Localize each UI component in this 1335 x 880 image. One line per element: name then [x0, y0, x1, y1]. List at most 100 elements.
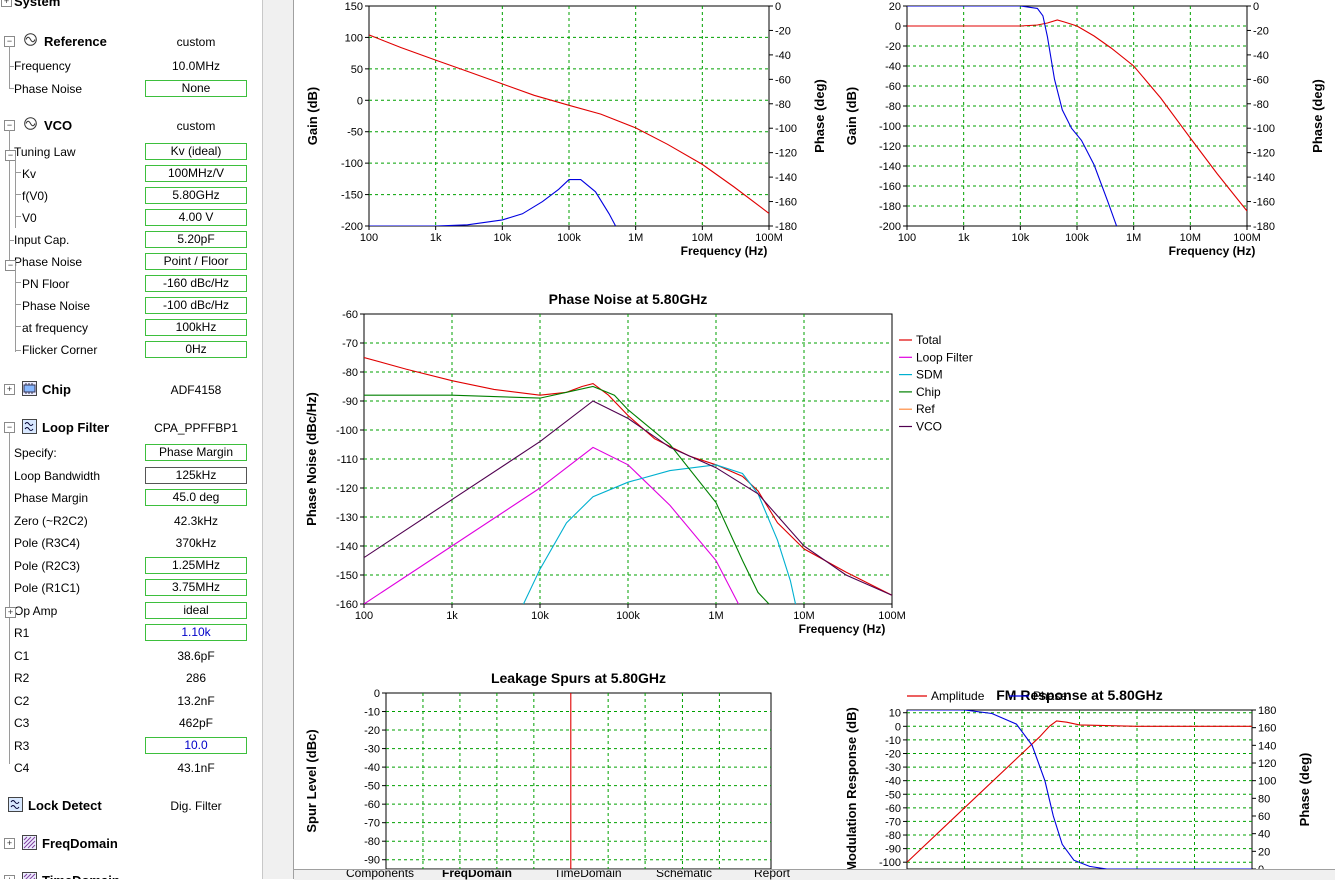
tree-line: [15, 304, 21, 305]
loop-filter-row[interactable]: Zero (~R2C2) 42.3kHz: [0, 511, 262, 531]
y-tick-label: 0: [374, 688, 380, 700]
vco-row[interactable]: Phase Noise -100 dBc/Hz: [0, 296, 262, 316]
time-domain-expander[interactable]: +: [4, 875, 15, 879]
loop-filter-row[interactable]: R3 10.0: [0, 736, 262, 756]
vco-row[interactable]: V0 4.00 V: [0, 208, 262, 228]
row-value[interactable]: 100kHz: [145, 319, 247, 336]
tab-components[interactable]: Components: [346, 869, 415, 880]
vco-row[interactable]: f(V0) 5.80GHz: [0, 186, 262, 206]
y-tick-label: -120: [879, 141, 901, 153]
y-tick-label: -90: [885, 844, 901, 856]
loop-filter-row[interactable]: R2 286: [0, 668, 262, 688]
tree-line: [9, 46, 10, 88]
y-axis-label: Phase Noise (dBc/Hz): [304, 392, 319, 526]
row-value[interactable]: 3.75MHz: [145, 579, 247, 596]
row-label: Zero (~R2C2): [14, 513, 88, 528]
vco-row[interactable]: Kv 100MHz/V: [0, 164, 262, 184]
panel-splitter[interactable]: [262, 0, 294, 879]
freq-domain-expander[interactable]: +: [4, 838, 15, 849]
y2-tick-label: 0: [775, 1, 781, 13]
y-tick-label: 0: [895, 721, 901, 733]
row-value[interactable]: 1.25MHz: [145, 556, 247, 574]
y-tick-label: -90: [364, 855, 380, 867]
vco-row[interactable]: Tuning Law Kv (ideal): [0, 142, 262, 162]
op-amp-expander[interactable]: +: [5, 607, 16, 618]
tab-freqdomain[interactable]: FreqDomain: [442, 869, 513, 880]
row-value[interactable]: 4.00 V: [145, 209, 247, 226]
loop-filter-row[interactable]: Pole (R1C1) 3.75MHz: [0, 578, 262, 598]
row-label: Phase Noise: [14, 82, 83, 96]
vco-row[interactable]: Phase Noise Point / Floor: [0, 252, 262, 272]
loop-filter-row[interactable]: C1 38.6pF: [0, 646, 262, 666]
row-value: 10.0MHz: [171, 59, 221, 73]
row-value: CPA_PPFFBP1: [154, 421, 238, 435]
loop-filter-row[interactable]: Pole (R2C3) 1.25MHz: [0, 556, 262, 576]
row-value[interactable]: 125kHz: [145, 466, 247, 484]
tuning-law-expander[interactable]: −: [5, 150, 16, 161]
vco-phase-noise-expander[interactable]: −: [5, 260, 16, 271]
loop-filter-row[interactable]: Op Amp ideal: [0, 601, 262, 621]
y-tick-label: -200: [341, 221, 363, 233]
legend-entry: Phase: [1033, 689, 1067, 703]
row-value[interactable]: 0Hz: [145, 341, 247, 358]
row-value[interactable]: 1.10k: [145, 624, 247, 641]
reference-row[interactable]: Phase Noise None: [0, 79, 262, 99]
row-label: R1: [14, 626, 30, 640]
tree-group-lock-detect: Lock Detect Dig. Filter: [0, 796, 262, 816]
y2-tick-label: 100: [1258, 776, 1276, 788]
y-tick-label: -160: [336, 599, 358, 611]
series-line-amplitude: [907, 720, 1252, 863]
row-value[interactable]: -160 dBc/Hz: [145, 275, 247, 292]
loop-filter-row[interactable]: R1 1.10k: [0, 623, 262, 643]
row-value[interactable]: 5.80GHz: [145, 187, 247, 204]
vco-row[interactable]: at frequency 100kHz: [0, 318, 262, 338]
x-tick-label: 1M: [1126, 232, 1141, 244]
y-tick-label: 100: [345, 32, 363, 44]
tab-schematic[interactable]: Schematic: [656, 869, 713, 880]
row-value[interactable]: 100MHz/V: [145, 165, 247, 182]
chip-expander[interactable]: +: [4, 384, 15, 395]
row-value[interactable]: Kv (ideal): [145, 143, 247, 160]
row-value[interactable]: 10.0: [145, 736, 247, 754]
row-label: Chip: [42, 382, 71, 397]
vco-row[interactable]: Input Cap. 5.20pF: [0, 230, 262, 250]
vco-row[interactable]: Flicker Corner 0Hz: [0, 340, 262, 360]
y2-tick-label: -20: [1253, 25, 1269, 37]
tab-report[interactable]: Report: [754, 869, 791, 880]
y-axis-label: Gain (dB): [844, 87, 859, 146]
y-tick-label: -100: [336, 425, 358, 437]
legend-entry: SDM: [916, 368, 943, 382]
loop-filter-row[interactable]: C2 13.2nF: [0, 691, 262, 711]
loop-filter-row[interactable]: C4 43.1nF: [0, 758, 262, 778]
y-tick-label: -70: [885, 816, 901, 828]
x-tick-label: 100M: [878, 610, 906, 622]
row-value[interactable]: Point / Floor: [145, 253, 247, 270]
row-value[interactable]: Phase Margin: [145, 444, 247, 461]
series-line-gain: [369, 34, 769, 214]
legend-entry: Chip: [916, 385, 941, 399]
loop-filter-row[interactable]: Pole (R3C4) 370kHz: [0, 533, 262, 553]
loop-filter-row[interactable]: Phase Margin 45.0 deg: [0, 488, 262, 508]
row-value[interactable]: 5.20pF: [145, 231, 247, 248]
y-tick-label: 10: [889, 708, 901, 720]
system-expander[interactable]: +: [1, 0, 12, 7]
tree-line: [15, 282, 21, 283]
tab-timedomain[interactable]: TimeDomain: [554, 869, 622, 880]
row-label: Flicker Corner: [22, 343, 98, 357]
row-value: 13.2nF: [177, 693, 215, 708]
loop-filter-row[interactable]: Specify: Phase Margin: [0, 443, 262, 463]
vco-sine-icon: [24, 117, 39, 132]
vco-row[interactable]: PN Floor -160 dBc/Hz: [0, 274, 262, 294]
row-value: 38.6pF: [177, 648, 215, 663]
row-value[interactable]: -100 dBc/Hz: [145, 297, 247, 314]
y2-tick-label: 180: [1258, 705, 1276, 717]
y-tick-label: -200: [879, 221, 901, 233]
y2-tick-label: -80: [1253, 99, 1269, 111]
row-value[interactable]: ideal: [145, 601, 247, 619]
loop-filter-row[interactable]: C3 462pF: [0, 713, 262, 733]
tree-group-freq-domain: FreqDomain: [0, 834, 262, 854]
y2-tick-label: -100: [775, 123, 797, 135]
row-value[interactable]: None: [145, 80, 247, 97]
row-value[interactable]: 45.0 deg: [145, 489, 247, 506]
loop-filter-row[interactable]: Loop Bandwidth 125kHz: [0, 466, 262, 486]
